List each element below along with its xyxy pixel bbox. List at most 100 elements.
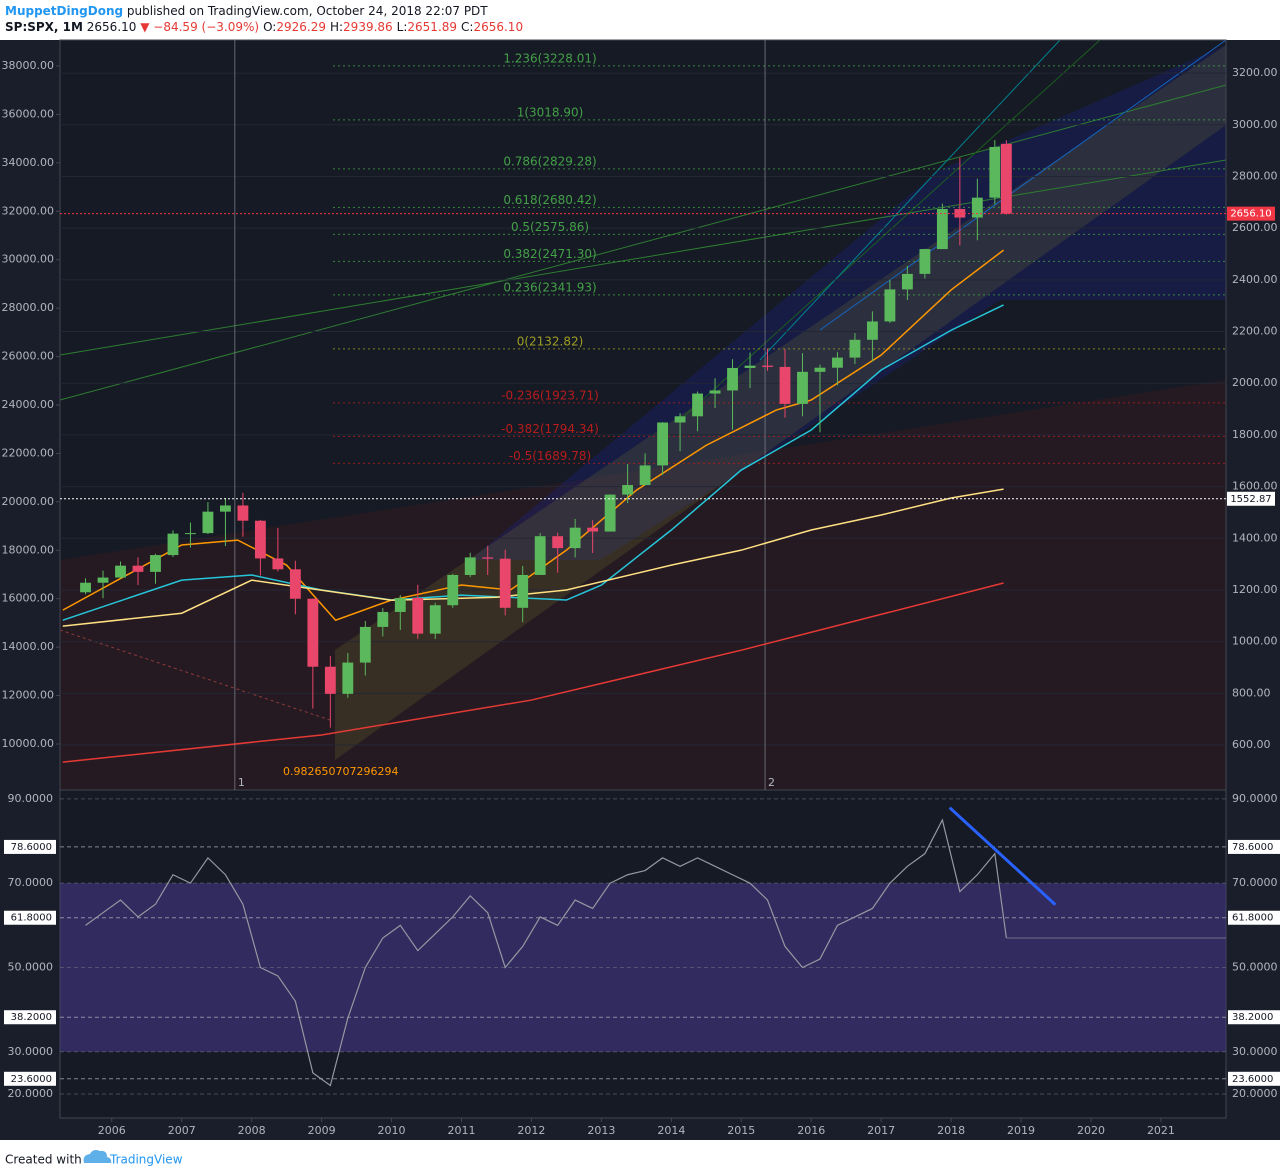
candle-body <box>272 558 284 570</box>
fib-label: 0.618(2680.42) <box>503 193 596 207</box>
level-label: 23.6000 <box>1232 1074 1273 1085</box>
level-box <box>1228 1071 1280 1086</box>
candle-body <box>832 357 843 368</box>
candle-body <box>220 505 231 512</box>
fib-label: 1.236(3228.01) <box>503 51 596 65</box>
x-tick-label: 2017 <box>867 1124 895 1137</box>
candle-body <box>202 511 214 534</box>
fib-label: 0.786(2829.28) <box>503 154 596 168</box>
y2-tick-label: 26000.00 <box>2 350 55 363</box>
trendline <box>948 806 1057 906</box>
candle-body <box>814 367 826 372</box>
candle-body <box>342 662 354 694</box>
ohlc-value: 2939.86 <box>343 20 393 34</box>
y2-tick-label: 22000.00 <box>2 446 55 459</box>
y2-tick-label: 28000.00 <box>2 301 55 314</box>
candle-body <box>744 365 756 368</box>
candle-body <box>884 289 896 322</box>
candle-body <box>954 209 966 218</box>
y-tick-label: 2400.00 <box>1232 273 1278 286</box>
footer-brand[interactable]: TradingView <box>109 1153 183 1167</box>
fan-line <box>759 39 1061 361</box>
y-tick-label: 90.0000 <box>1232 792 1278 805</box>
author[interactable]: MuppetDingDong <box>5 4 123 18</box>
candle-body <box>692 393 703 417</box>
x-tick-label: 2013 <box>587 1124 615 1137</box>
candle-body <box>919 249 931 274</box>
y2-tick-label: 34000.00 <box>2 156 55 169</box>
y-tick-label: 1600.00 <box>1232 480 1278 493</box>
rsi-line <box>85 818 1007 1087</box>
fib-label: 1(3018.90) <box>517 105 584 119</box>
fan-line <box>59 159 1227 356</box>
candle-body <box>150 555 161 572</box>
candle-body <box>797 371 808 404</box>
y-tick-label: 1200.00 <box>1232 583 1278 596</box>
level-box <box>1228 1010 1280 1025</box>
level-box <box>4 1071 56 1086</box>
indicator-line <box>62 582 1004 763</box>
y-tick-label: 600.00 <box>1232 738 1271 751</box>
level-box <box>4 1010 56 1025</box>
tradingview-logo <box>83 1150 112 1163</box>
ohlc-value: 2651.89 <box>407 20 457 34</box>
candle-body <box>674 416 686 423</box>
fan-line <box>59 84 1227 401</box>
x-tick-label: 2014 <box>657 1124 685 1137</box>
candle-body <box>237 505 249 521</box>
y-tick-label: 20.0000 <box>1232 1087 1278 1100</box>
fib-label: -0.382(1794.34) <box>501 422 599 436</box>
candle-body <box>867 321 878 340</box>
y-tick-label: 2800.00 <box>1232 169 1278 182</box>
candle-body <box>657 422 669 466</box>
candle-body <box>936 209 948 250</box>
candle-body <box>849 339 861 358</box>
y-tick-label: 800.00 <box>1232 686 1271 699</box>
y2-tick-label: 20000.00 <box>2 495 55 508</box>
level-label: 61.8000 <box>1232 913 1273 924</box>
candle-body <box>132 565 144 572</box>
candle-body <box>185 533 196 535</box>
candle-body <box>429 605 441 634</box>
candle-body <box>359 626 371 663</box>
candle-body <box>989 146 1001 198</box>
y2-tick-label: 36000.00 <box>2 107 55 120</box>
level-box <box>1228 839 1280 854</box>
candle-body <box>569 527 581 549</box>
candle-body <box>709 390 721 394</box>
candle-body <box>534 536 546 575</box>
candle-body <box>762 365 773 367</box>
y-tick-label: 20.0000 <box>8 1087 54 1100</box>
fib-label: -0.236(1923.71) <box>501 388 599 402</box>
y2-tick-label: 30000.00 <box>2 253 55 266</box>
candle-body <box>639 465 651 486</box>
price-label: 1552.87 <box>1230 494 1271 505</box>
candle-body <box>254 520 266 559</box>
y-tick-label: 2200.00 <box>1232 325 1278 338</box>
level-label: 23.6000 <box>11 1074 52 1085</box>
y2-tick-label: 32000.00 <box>2 204 55 217</box>
level-box <box>4 910 56 925</box>
y-tick-label: 70.0000 <box>8 876 54 889</box>
y-tick-label: 1000.00 <box>1232 635 1278 648</box>
level-box <box>1228 910 1280 925</box>
x-tick-label: 2016 <box>797 1124 825 1137</box>
candle-body <box>289 569 301 599</box>
change: −84.59 (−3.09%) <box>153 20 259 34</box>
y-tick-label: 70.0000 <box>1232 876 1278 889</box>
x-tick-label: 2007 <box>168 1124 196 1137</box>
x-tick-label: 2008 <box>238 1124 266 1137</box>
y-tick-label: 1800.00 <box>1232 428 1278 441</box>
candle-body <box>971 197 983 218</box>
fib-label: 0(2132.82) <box>517 334 584 348</box>
x-tick-label: 2015 <box>727 1124 755 1137</box>
candle-body <box>97 577 109 583</box>
candle-body <box>1000 143 1012 214</box>
x-tick-label: 2006 <box>98 1124 126 1137</box>
fib-label: 0.382(2471.30) <box>503 247 596 261</box>
price-label-box <box>1227 491 1275 506</box>
price-label: 2656.10 <box>1230 209 1271 220</box>
vertical-marker-label: 2 <box>768 776 775 789</box>
level-label: 78.6000 <box>1232 842 1273 853</box>
